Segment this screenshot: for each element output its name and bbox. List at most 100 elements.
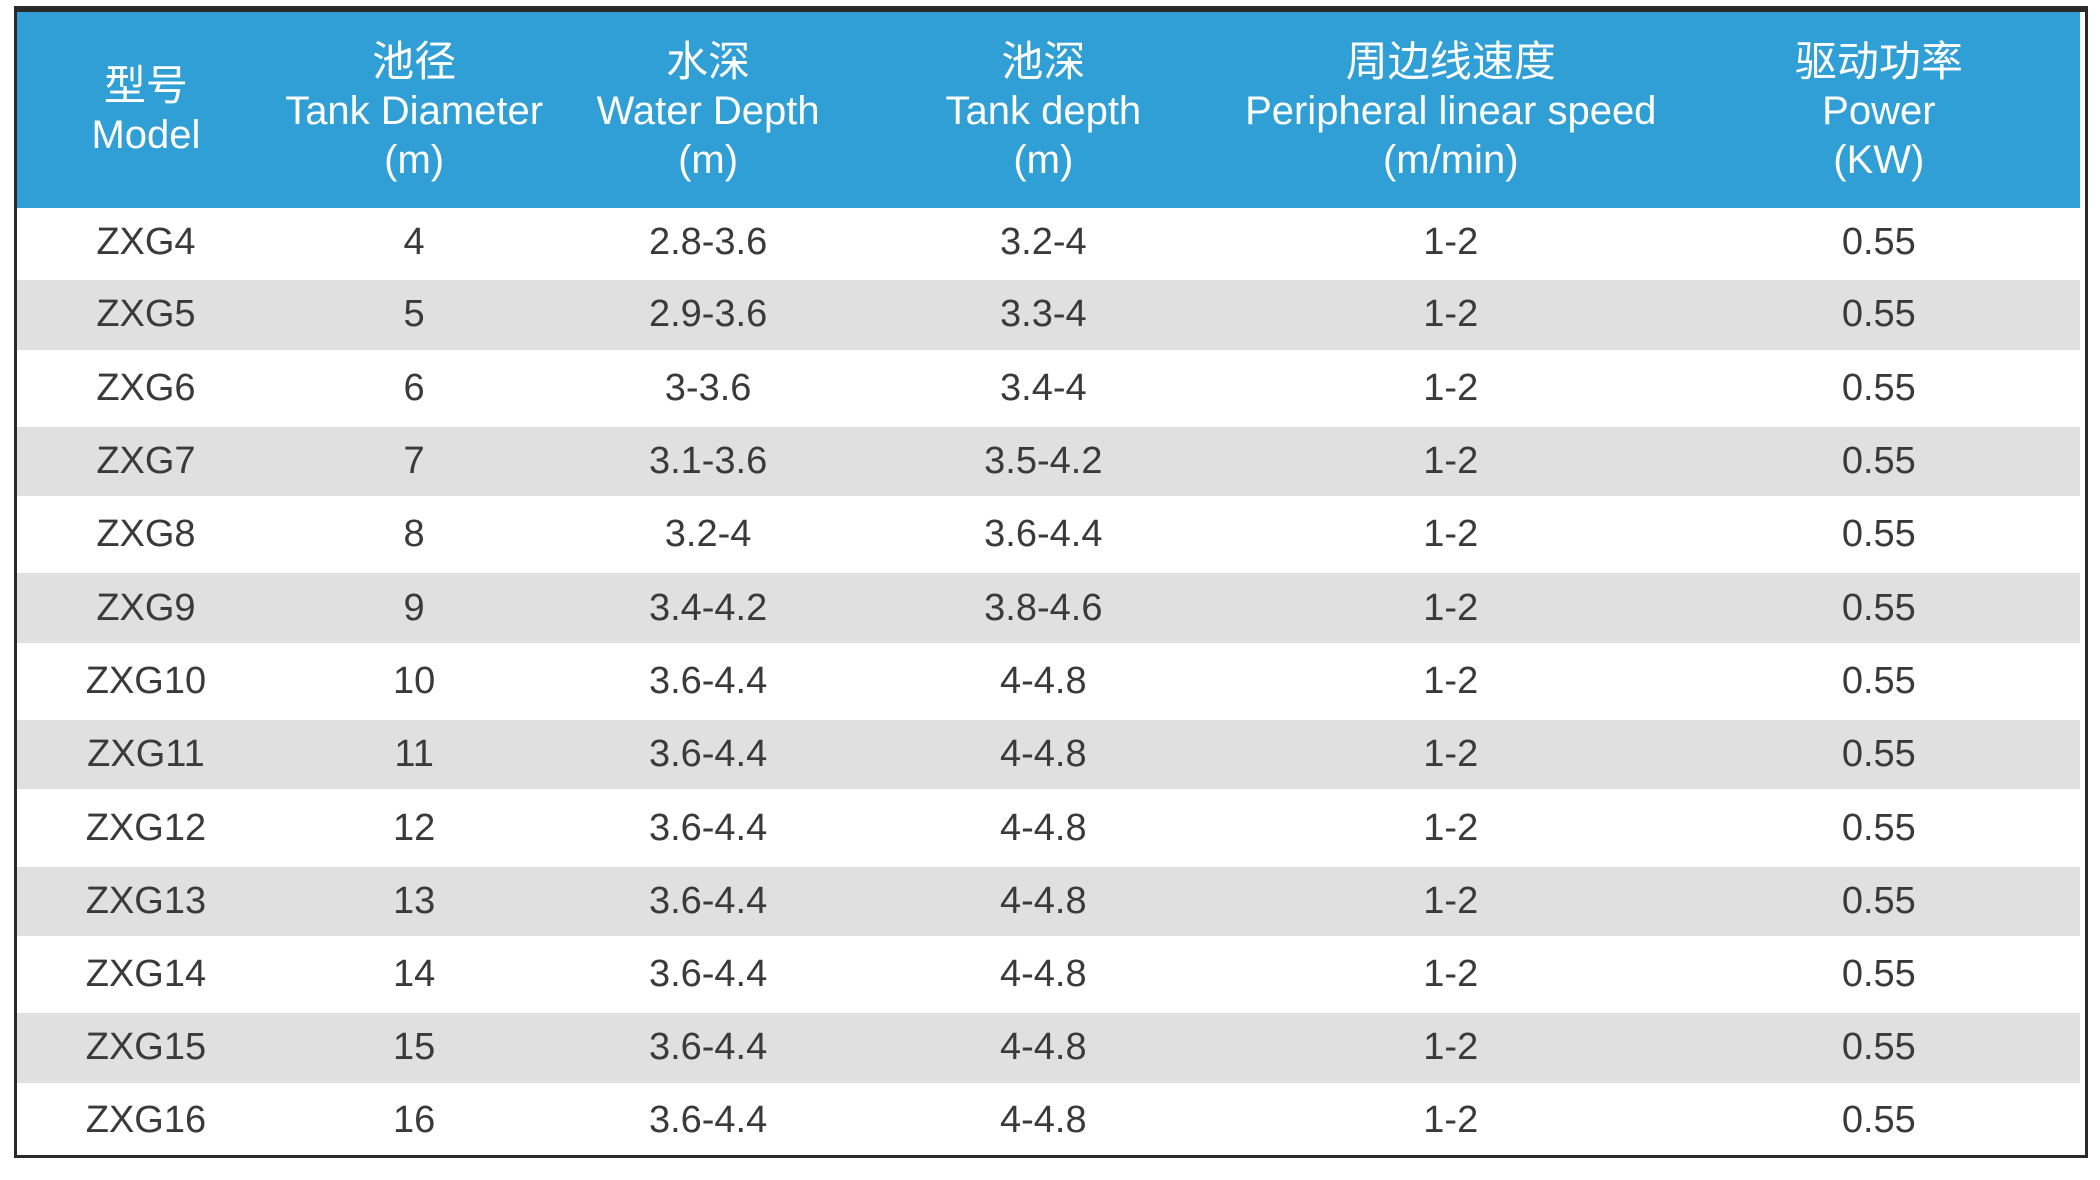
cell-tank-depth: 3.8-4.6	[862, 569, 1224, 647]
table-row: ZXG7 7 3.1-3.6 3.5-4.2 1-2 0.55	[17, 422, 2080, 501]
spec-table-inner: 型号 Model 池径 Tank Diameter (m) 水深 Water D…	[17, 12, 2085, 1155]
spec-table: 型号 Model 池径 Tank Diameter (m) 水深 Water D…	[17, 12, 2080, 1155]
cell-peripheral-speed: 1-2	[1223, 716, 1678, 794]
table-row: ZXG9 9 3.4-4.2 3.8-4.6 1-2 0.55	[17, 569, 2080, 647]
cell-tank-diameter: 5	[274, 276, 554, 354]
cell-power: 0.55	[1677, 276, 2080, 354]
column-header-tank-diameter-unit: (m)	[384, 137, 445, 182]
column-header-tank-depth-zh: 池深	[1001, 37, 1086, 85]
cell-tank-depth: 3.2-4	[862, 208, 1224, 279]
table-row: ZXG16 16 3.6-4.4 4-4.8 1-2 0.55	[17, 1084, 2080, 1155]
table-row: ZXG10 10 3.6-4.4 4-4.8 1-2 0.55	[17, 644, 2080, 719]
cell-model: ZXG9	[17, 569, 275, 647]
spec-table-header: 型号 Model 池径 Tank Diameter (m) 水深 Water D…	[17, 12, 2080, 208]
column-header-tank-depth-unit: (m)	[1013, 137, 1074, 182]
cell-tank-depth: 4-4.8	[862, 938, 1224, 1012]
cell-water-depth: 3.6-4.4	[553, 862, 863, 941]
table-row: ZXG13 13 3.6-4.4 4-4.8 1-2 0.55	[17, 862, 2080, 941]
table-row: ZXG12 12 3.6-4.4 4-4.8 1-2 0.55	[17, 791, 2080, 865]
column-header-tank-diameter: 池径 Tank Diameter (m)	[274, 12, 554, 208]
cell-power: 0.55	[1677, 1084, 2080, 1155]
column-header-model: 型号 Model	[17, 12, 275, 208]
cell-model: ZXG11	[17, 716, 275, 794]
column-header-water-depth: 水深 Water Depth (m)	[553, 12, 863, 208]
cell-peripheral-speed: 1-2	[1223, 791, 1678, 865]
cell-tank-diameter: 14	[274, 938, 554, 1012]
cell-model: ZXG10	[17, 644, 275, 719]
cell-tank-diameter: 13	[274, 862, 554, 941]
cell-peripheral-speed: 1-2	[1223, 351, 1678, 425]
cell-peripheral-speed: 1-2	[1223, 422, 1678, 501]
cell-power: 0.55	[1677, 644, 2080, 719]
column-header-peripheral-speed-unit: (m/min)	[1382, 137, 1519, 182]
cell-peripheral-speed: 1-2	[1223, 569, 1678, 647]
cell-peripheral-speed: 1-2	[1223, 1009, 1678, 1087]
cell-model: ZXG5	[17, 276, 275, 354]
cell-tank-depth: 3.6-4.4	[862, 498, 1224, 572]
cell-water-depth: 3.1-3.6	[553, 422, 863, 501]
column-header-water-depth-en: Water Depth	[596, 88, 820, 133]
cell-water-depth: 3.6-4.4	[553, 938, 863, 1012]
cell-power: 0.55	[1677, 351, 2080, 425]
column-header-power-unit: (KW)	[1833, 137, 1925, 182]
cell-peripheral-speed: 1-2	[1223, 208, 1678, 279]
column-header-peripheral-speed-zh: 周边线速度	[1345, 37, 1556, 85]
table-row: ZXG8 8 3.2-4 3.6-4.4 1-2 0.55	[17, 498, 2080, 572]
cell-model: ZXG14	[17, 938, 275, 1012]
cell-water-depth: 3-3.6	[553, 351, 863, 425]
spec-table-frame: 型号 Model 池径 Tank Diameter (m) 水深 Water D…	[14, 6, 2088, 1158]
cell-water-depth: 3.6-4.4	[553, 791, 863, 865]
cell-tank-diameter: 10	[274, 644, 554, 719]
cell-power: 0.55	[1677, 716, 2080, 794]
cell-tank-diameter: 6	[274, 351, 554, 425]
cell-tank-diameter: 8	[274, 498, 554, 572]
cell-tank-diameter: 15	[274, 1009, 554, 1087]
cell-model: ZXG8	[17, 498, 275, 572]
cell-power: 0.55	[1677, 938, 2080, 1012]
cell-model: ZXG4	[17, 208, 275, 279]
cell-power: 0.55	[1677, 569, 2080, 647]
cell-peripheral-speed: 1-2	[1223, 276, 1678, 354]
cell-model: ZXG15	[17, 1009, 275, 1087]
cell-tank-depth: 3.4-4	[862, 351, 1224, 425]
cell-model: ZXG12	[17, 791, 275, 865]
cell-tank-diameter: 16	[274, 1084, 554, 1155]
cell-water-depth: 2.9-3.6	[553, 276, 863, 354]
cell-tank-depth: 4-4.8	[862, 716, 1224, 794]
cell-peripheral-speed: 1-2	[1223, 498, 1678, 572]
cell-power: 0.55	[1677, 498, 2080, 572]
column-header-model-en: Model	[91, 113, 201, 158]
column-header-power-zh: 驱动功率	[1794, 37, 1963, 85]
cell-tank-depth: 3.5-4.2	[862, 422, 1224, 501]
cell-tank-depth: 4-4.8	[862, 644, 1224, 719]
cell-power: 0.55	[1677, 1009, 2080, 1087]
column-header-power: 驱动功率 Power (KW)	[1677, 12, 2080, 208]
cell-water-depth: 3.2-4	[553, 498, 863, 572]
spec-table-body: ZXG4 4 2.8-3.6 3.2-4 1-2 0.55 ZXG5 5 2.9…	[17, 208, 2080, 1155]
table-row: ZXG4 4 2.8-3.6 3.2-4 1-2 0.55	[17, 208, 2080, 279]
cell-power: 0.55	[1677, 422, 2080, 501]
column-header-tank-diameter-en: Tank Diameter	[285, 88, 544, 133]
cell-peripheral-speed: 1-2	[1223, 938, 1678, 1012]
header-row: 型号 Model 池径 Tank Diameter (m) 水深 Water D…	[17, 12, 2080, 208]
column-header-tank-depth-en: Tank depth	[945, 88, 1142, 133]
cell-tank-depth: 4-4.8	[862, 862, 1224, 941]
cell-peripheral-speed: 1-2	[1223, 644, 1678, 719]
column-header-tank-depth: 池深 Tank depth (m)	[862, 12, 1224, 208]
cell-model: ZXG7	[17, 422, 275, 501]
cell-power: 0.55	[1677, 791, 2080, 865]
cell-water-depth: 2.8-3.6	[553, 208, 863, 279]
table-row: ZXG15 15 3.6-4.4 4-4.8 1-2 0.55	[17, 1009, 2080, 1087]
cell-tank-depth: 4-4.8	[862, 1009, 1224, 1087]
cell-peripheral-speed: 1-2	[1223, 862, 1678, 941]
cell-power: 0.55	[1677, 862, 2080, 941]
column-header-water-depth-zh: 水深	[666, 37, 751, 85]
cell-model: ZXG6	[17, 351, 275, 425]
cell-water-depth: 3.4-4.2	[553, 569, 863, 647]
column-header-model-zh: 型号	[103, 61, 188, 109]
cell-tank-depth: 3.3-4	[862, 276, 1224, 354]
cell-tank-depth: 4-4.8	[862, 791, 1224, 865]
table-row: ZXG11 11 3.6-4.4 4-4.8 1-2 0.55	[17, 716, 2080, 794]
column-header-tank-diameter-zh: 池径	[372, 37, 457, 85]
table-row: ZXG5 5 2.9-3.6 3.3-4 1-2 0.55	[17, 276, 2080, 354]
